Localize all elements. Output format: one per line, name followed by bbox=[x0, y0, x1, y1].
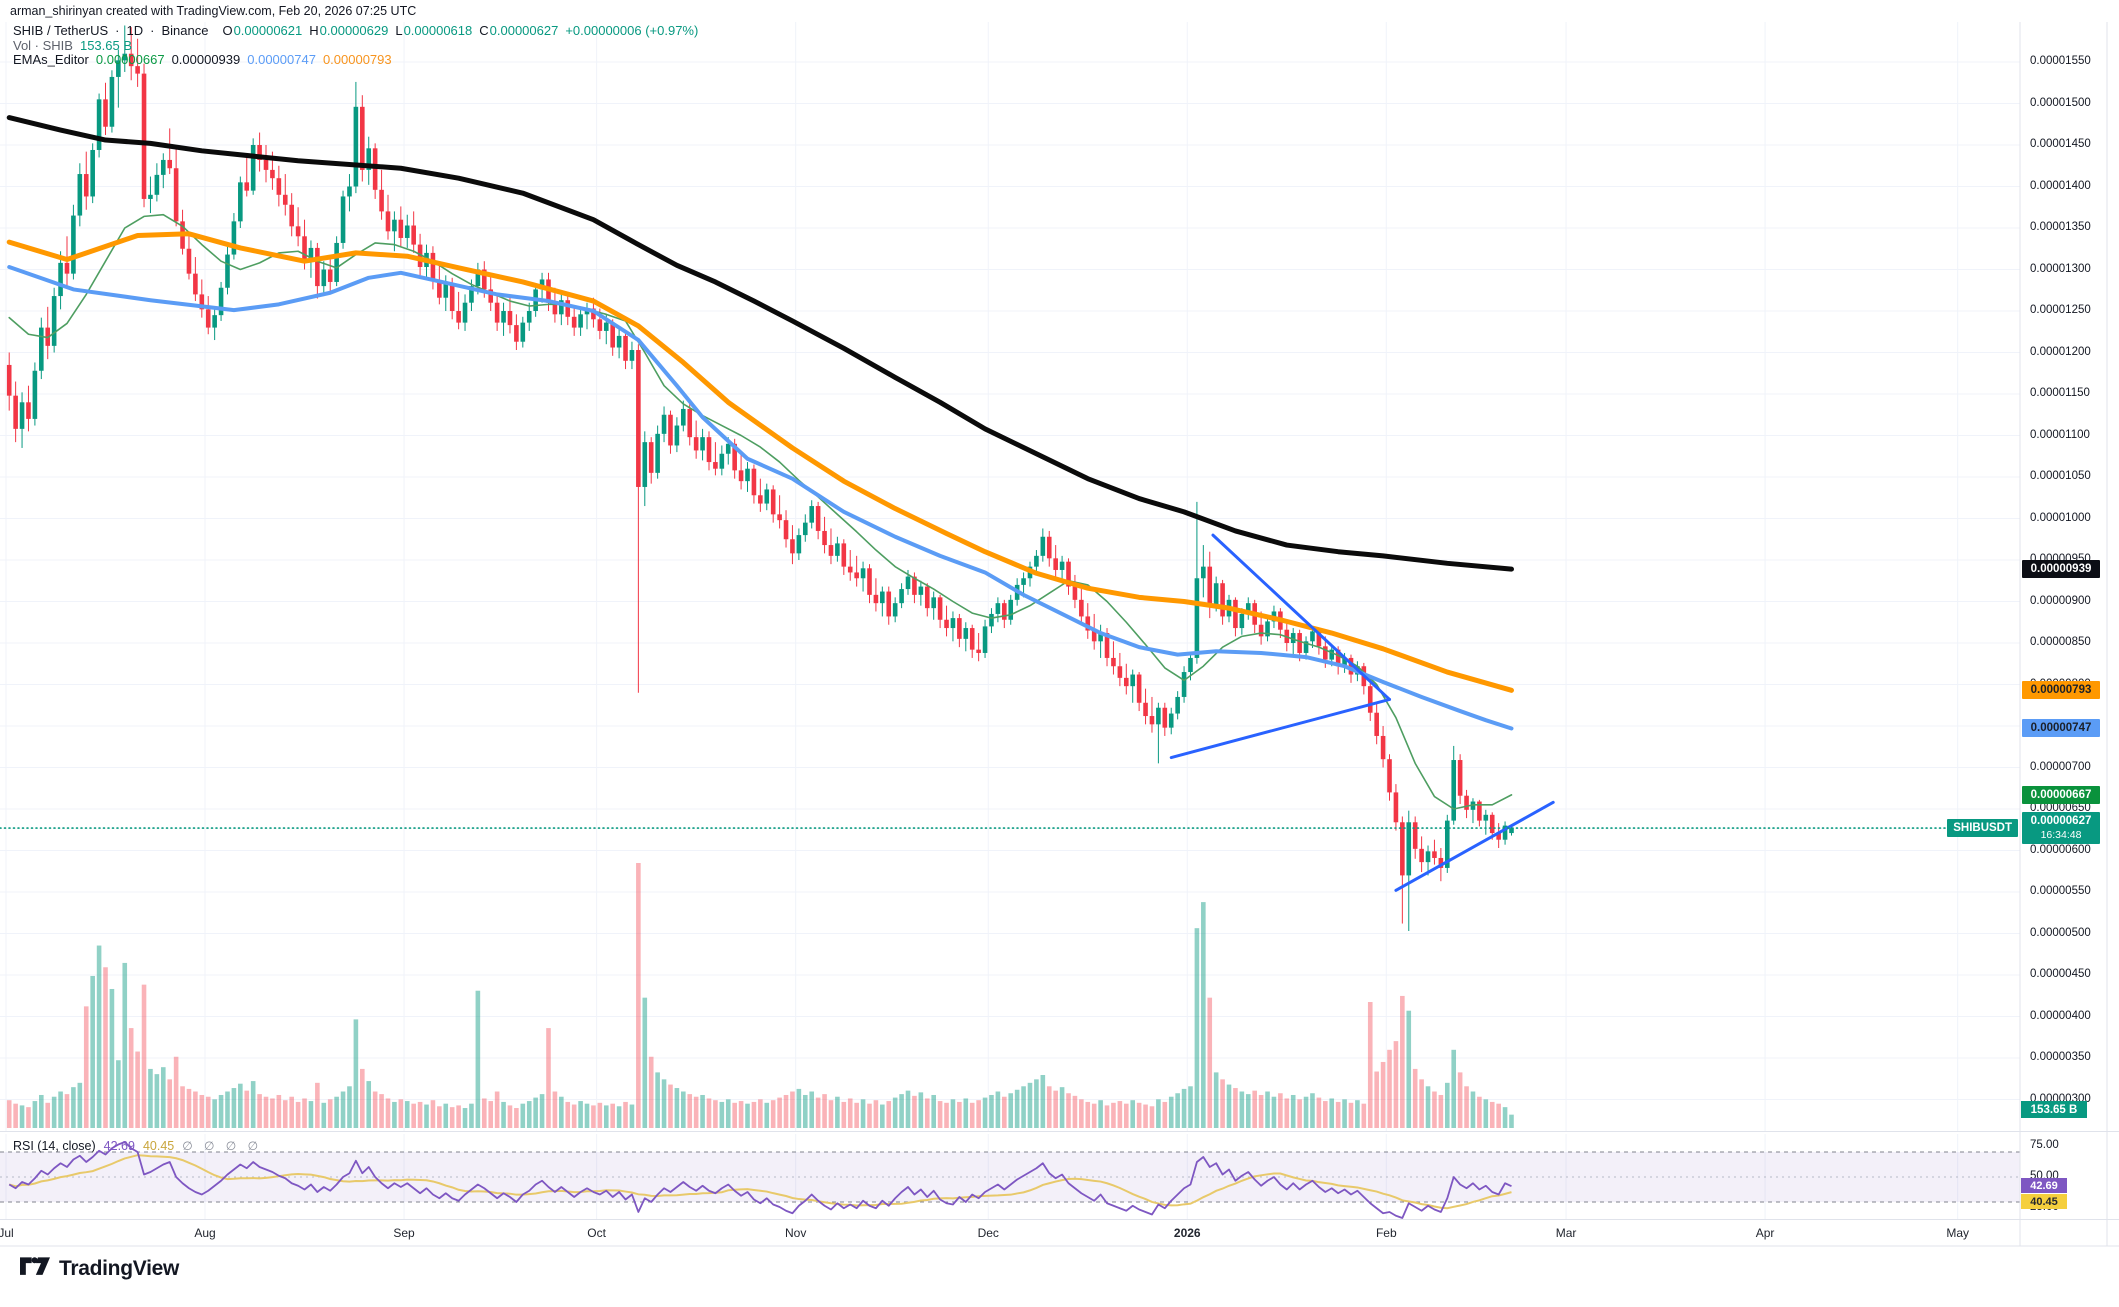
time-tick-label: 2026 bbox=[1173, 1226, 1201, 1240]
price-tick-label: 0.00001250 bbox=[2030, 304, 2091, 316]
rsi-tick-label: 75.00 bbox=[2030, 1138, 2059, 1151]
price-tick-label: 0.00000500 bbox=[2030, 926, 2091, 939]
ohlc-high: H 0.00000629 bbox=[309, 23, 389, 38]
time-tick-label: Sep bbox=[393, 1226, 415, 1240]
separator-dot: · bbox=[150, 23, 155, 38]
time-tick-label: Oct bbox=[587, 1226, 606, 1240]
bar-countdown: 16:34:48 bbox=[2040, 829, 2082, 842]
ema-slowest-price-badge: 0.00000939 bbox=[2022, 560, 2100, 579]
ema-slowest-value: 0.00000939 bbox=[171, 52, 241, 67]
price-tick-label: 0.00001350 bbox=[2030, 221, 2091, 233]
symbol-legend-row: SHIB / TetherUS · 1D · Binance O 0.000006… bbox=[13, 23, 698, 38]
symbol-name[interactable]: SHIB / TetherUS bbox=[13, 23, 109, 38]
ohlc-open: O 0.00000621 bbox=[222, 23, 303, 38]
price-tick-label: 0.00000450 bbox=[2030, 968, 2091, 980]
volume-value: 153.65 B bbox=[79, 38, 133, 53]
rsi-value: 42.69 bbox=[103, 1139, 135, 1153]
volume-legend-row: Vol · SHIB 153.65 B bbox=[13, 38, 132, 53]
emas-indicator-label[interactable]: EMAs_Editor bbox=[13, 52, 89, 67]
volume-label[interactable]: Vol · SHIB bbox=[13, 38, 73, 53]
ema-mid-value: 0.00000747 bbox=[247, 52, 316, 67]
tradingview-wordmark[interactable]: TradingView bbox=[59, 1257, 180, 1280]
price-tick-label: 0.00001050 bbox=[2030, 470, 2091, 482]
ema-slow-price-badge: 0.00000793 bbox=[2022, 681, 2100, 700]
ema-fast-value: 0.00000667 bbox=[95, 52, 165, 67]
ohlc-low: L 0.00000618 bbox=[395, 23, 473, 38]
rsi-value-badge: 42.69 bbox=[2021, 1178, 2067, 1193]
price-tick-label: 0.00001100 bbox=[2030, 428, 2090, 441]
rsi-ma-value: 40.45 bbox=[142, 1139, 175, 1153]
time-tick-label: Dec bbox=[977, 1226, 999, 1240]
tradingview-logo-icon[interactable] bbox=[20, 1256, 50, 1282]
symbol-price-tag: SHIBUSDT bbox=[1947, 819, 2018, 838]
ema-slow-value: 0.00000793 bbox=[322, 52, 392, 67]
price-tick-label: 0.00001150 bbox=[2030, 387, 2090, 399]
ohlc-close: C 0.00000627 bbox=[479, 23, 559, 38]
last-price-value: 0.00000627 bbox=[2030, 815, 2092, 828]
time-tick-label: Feb bbox=[1375, 1226, 1397, 1240]
price-tick-label: 0.00001450 bbox=[2030, 138, 2091, 150]
last-price-badge: 0.00000627 16:34:48 bbox=[2022, 812, 2100, 845]
ema-mid-price-badge: 0.00000747 bbox=[2022, 719, 2100, 738]
price-tick-label: 0.00000550 bbox=[2030, 885, 2091, 897]
time-tick-label: Mar bbox=[1555, 1226, 1577, 1240]
exchange-label[interactable]: Binance bbox=[161, 23, 209, 38]
emas-legend-row: EMAs_Editor 0.00000667 0.00000939 0.0000… bbox=[13, 52, 392, 67]
price-tick-label: 0.00000900 bbox=[2030, 594, 2091, 607]
rsi-empty-markers: ∅ ∅ ∅ ∅ bbox=[182, 1139, 263, 1153]
price-tick-label: 0.00000600 bbox=[2030, 843, 2091, 856]
interval-label[interactable]: 1D bbox=[126, 23, 144, 38]
price-tick-label: 0.00001500 bbox=[2030, 96, 2091, 109]
price-tick-label: 0.00000700 bbox=[2030, 760, 2091, 773]
time-tick-label: Aug bbox=[194, 1226, 216, 1240]
tradingview-footer: TradingView bbox=[20, 1256, 179, 1282]
price-tick-label: 0.00001300 bbox=[2030, 262, 2091, 275]
change-value: +0.00000006 (+0.97%) bbox=[565, 23, 699, 38]
time-tick-label: Apr bbox=[1755, 1226, 1775, 1240]
rsi-ma-value-badge: 40.45 bbox=[2021, 1194, 2067, 1209]
time-tick-label: Nov bbox=[784, 1226, 807, 1240]
rsi-legend-row: RSI (14, close) 42.69 40.45 ∅ ∅ ∅ ∅ bbox=[13, 1139, 262, 1153]
price-tick-label: 0.00001200 bbox=[2030, 345, 2091, 358]
time-tick-label: May bbox=[1946, 1226, 1970, 1240]
ema-fast-price-badge: 0.00000667 bbox=[2022, 785, 2100, 804]
price-tick-label: 0.00000850 bbox=[2030, 636, 2091, 648]
attribution-text: arman_shirinyan created with TradingView… bbox=[10, 4, 417, 18]
price-tick-label: 0.00000400 bbox=[2030, 1009, 2091, 1022]
price-tick-label: 0.00001550 bbox=[2030, 55, 2091, 67]
time-tick-label: Jul bbox=[0, 1226, 14, 1240]
price-tick-label: 0.00000650 bbox=[2030, 802, 2091, 814]
price-tick-label: 0.00001000 bbox=[2030, 511, 2091, 524]
price-tick-label: 0.00000350 bbox=[2030, 1051, 2091, 1063]
separator-dot: · bbox=[115, 23, 120, 38]
price-tick-label: 0.00001400 bbox=[2030, 179, 2091, 192]
rsi-indicator-label[interactable]: RSI (14, close) bbox=[13, 1139, 96, 1153]
volume-badge: 153.65 B bbox=[2021, 1101, 2087, 1118]
